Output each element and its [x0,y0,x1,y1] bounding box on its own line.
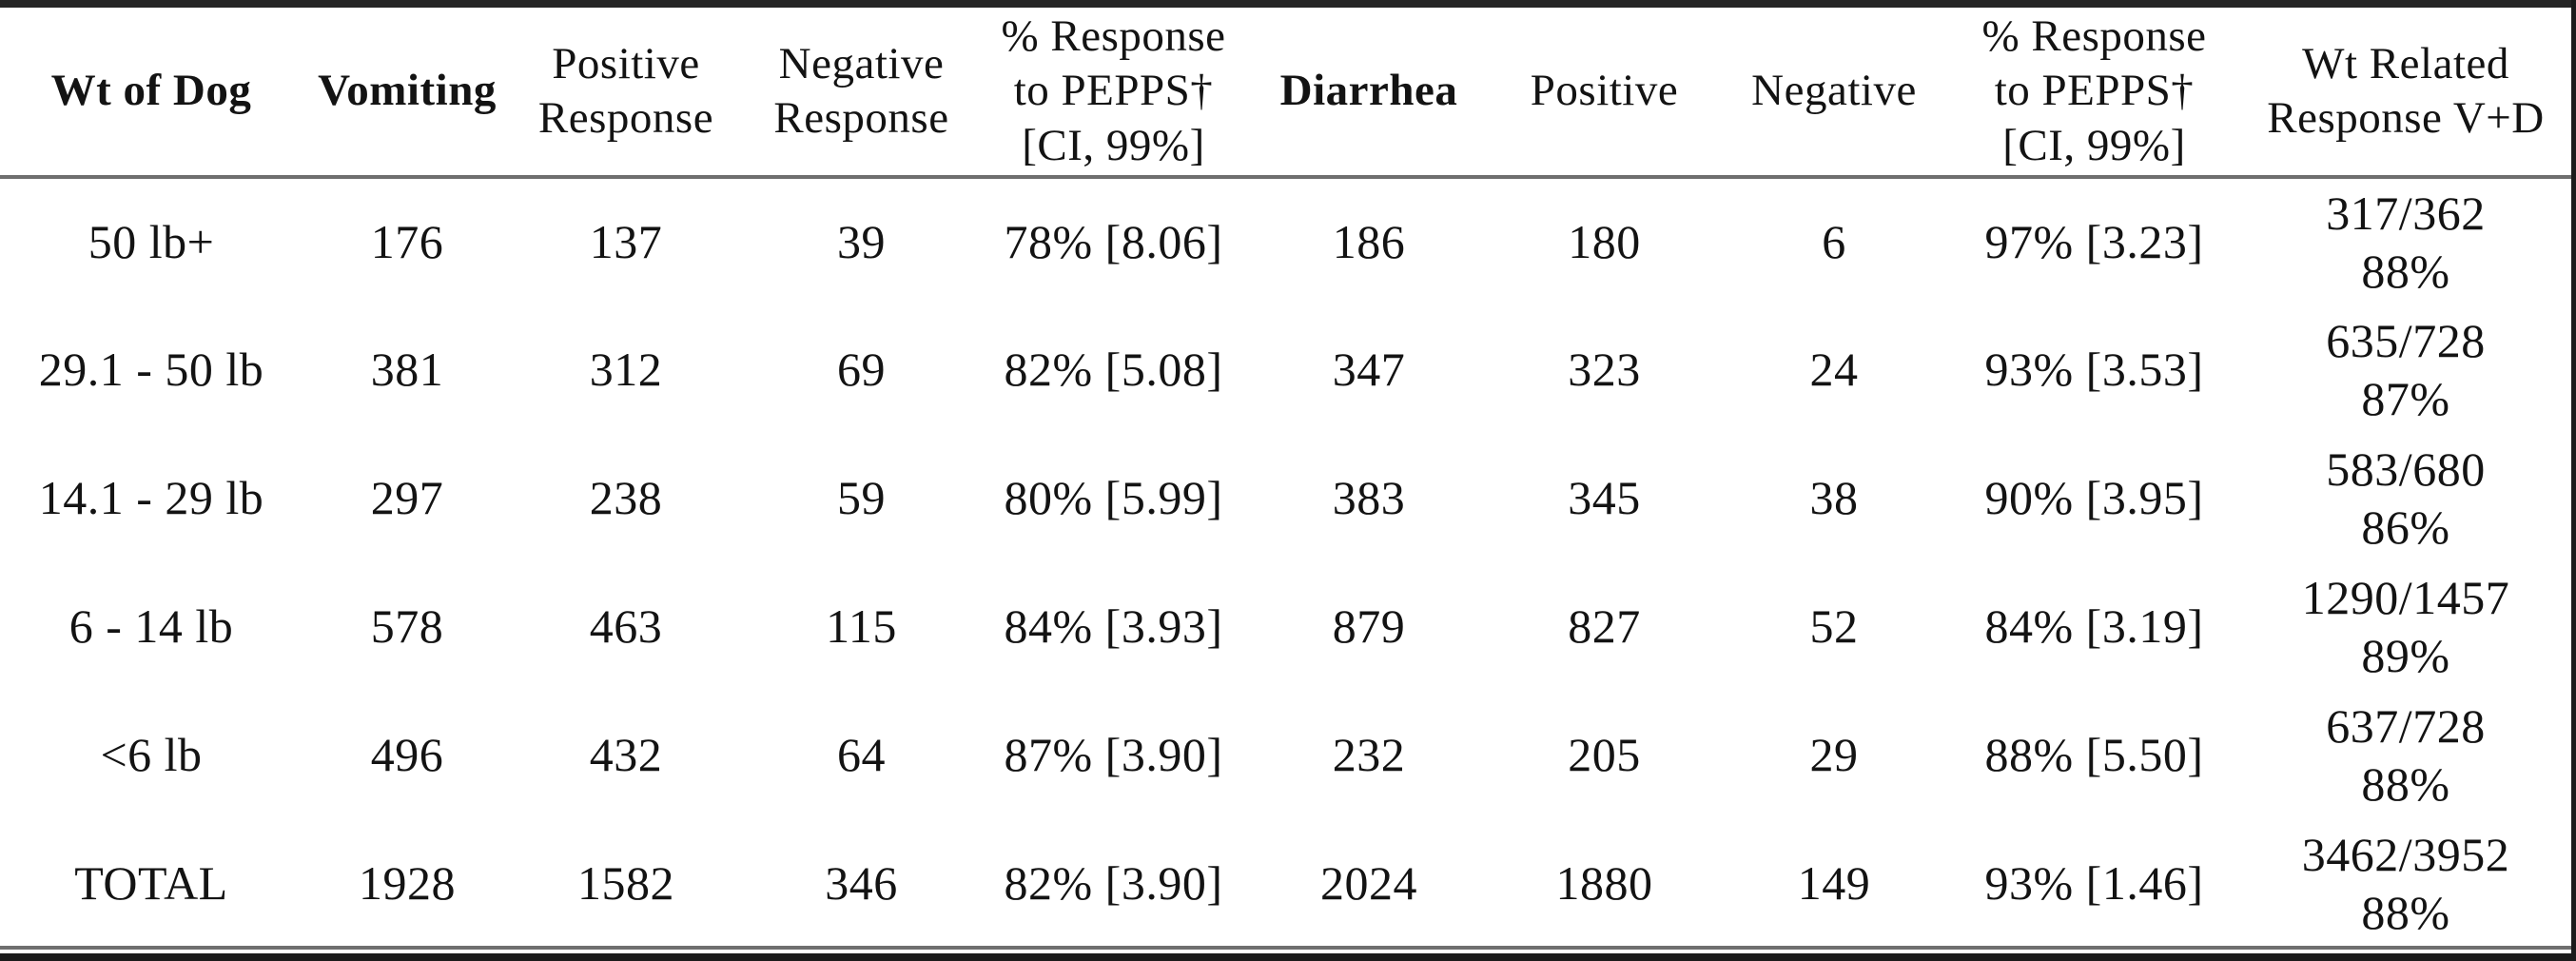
table-cell: 827 [1568,599,1641,653]
table-cell: 93% [1.46] [1984,856,2204,910]
table-cell: 583/680 86% [2326,441,2486,554]
table-cell: 84% [3.19] [1984,599,2204,653]
table-row: 29.1 - 50 lb 381 312 69 82% [5.08] 347 323 24 93… [0,305,2576,434]
column-header-9: % Response to PEPPS† [CI, 99%] [1953,4,2235,179]
column-header-2: Vomiting [302,4,512,179]
table-row: <6 lb 496 432 64 87% [3.90] 232 205 29 88% [5.50… [0,691,2576,819]
table-cell: 38 [1809,471,1859,524]
table-cell: 29 [1809,728,1859,781]
table-cell: 232 [1332,728,1406,781]
table-cell: 496 [370,728,444,781]
table-cell: 64 [837,728,886,781]
column-header-3: Positive Response [512,4,740,179]
table-cell: <6 lb [100,728,203,781]
column-header-5: % Response to PEPPS† [CI, 99%] [983,4,1244,179]
table-cell: 6 [1822,215,1846,268]
table-cell: 346 [825,856,898,910]
table-cell: 149 [1797,856,1871,910]
table-header: Wt of Dog Vomiting Positive Response Negativ… [0,4,2576,179]
table-row: 14.1 - 29 lb 297 238 59 80% [5.99] 383 345 38 90… [0,434,2576,562]
table-row: 6 - 14 lb 578 463 115 84% [3.93] 879 827 52 84% … [0,562,2576,691]
table-cell: 88% [5.50] [1984,728,2204,781]
table-cell: 347 [1332,343,1406,396]
table-cell: 879 [1332,599,1406,653]
table-cell: 115 [826,599,897,653]
table-cell: 52 [1809,599,1859,653]
table-cell: 78% [8.06] [1004,215,1223,268]
table-cell: 1582 [577,856,674,910]
table-cell: 180 [1568,215,1641,268]
table-cell: 2024 [1320,856,1417,910]
table-cell: 82% [5.08] [1004,343,1223,396]
table-cell: 93% [3.53] [1984,343,2204,396]
table-cell: 345 [1568,471,1641,524]
table-cell: 1290/1457 89% [2301,570,2510,682]
column-header-8: Negative [1715,4,1953,179]
table-cell: 14.1 - 29 lb [38,471,264,524]
column-header-1: Wt of Dog [0,4,302,179]
table-cell: 312 [589,343,663,396]
frame-bottom-edge [0,953,2576,961]
table-cell: TOTAL [74,856,228,910]
table-body: 50 lb+ 176 137 39 78% [8.06] 186 180 6 97% [3.23… [0,177,2576,948]
table-cell: 1880 [1555,856,1653,910]
table-cell: 84% [3.93] [1004,599,1223,653]
table-cell: 635/728 87% [2326,313,2486,425]
table-cell: 578 [370,599,444,653]
header-row: Wt of Dog Vomiting Positive Response Negativ… [0,4,2576,179]
table-cell: 176 [370,215,444,268]
table-row: TOTAL 1928 1582 346 82% [3.90] 2024 1880 149 93%… [0,819,2576,948]
table-cell: 238 [589,471,663,524]
table-cell: 205 [1568,728,1641,781]
table-cell: 637/728 88% [2326,698,2486,811]
column-header-10: Wt Related Response V+D [2235,4,2576,179]
table-cell: 80% [5.99] [1004,471,1223,524]
frame-right-edge [2571,0,2576,961]
table-cell: 383 [1332,471,1406,524]
table-cell: 186 [1332,215,1406,268]
table-cell: 29.1 - 50 lb [38,343,264,396]
table-cell: 1928 [359,856,456,910]
table-cell: 39 [837,215,886,268]
table-cell: 3462/3952 88% [2301,827,2510,939]
table-cell: 297 [370,471,444,524]
table-cell: 317/362 88% [2326,186,2486,298]
table-cell: 69 [837,343,886,396]
table-cell: 432 [589,728,663,781]
table-bottom-rule [0,946,2576,950]
table-cell: 323 [1568,343,1641,396]
table-cell: 381 [370,343,444,396]
table-cell: 87% [3.90] [1004,728,1223,781]
column-header-4: Negative Response [740,4,983,179]
column-header-7: Positive [1493,4,1715,179]
table-cell: 59 [837,471,886,524]
table-cell: 90% [3.95] [1984,471,2204,524]
table-row: 50 lb+ 176 137 39 78% [8.06] 186 180 6 97% [3.23… [0,177,2576,305]
table-cell: 6 - 14 lb [68,599,234,653]
table-cell: 97% [3.23] [1984,215,2204,268]
table-cell: 137 [589,215,663,268]
table-cell: 463 [589,599,663,653]
table-cell: 24 [1809,343,1859,396]
table-cell: 50 lb+ [88,215,215,268]
table-cell: 82% [3.90] [1004,856,1223,910]
column-header-6: Diarrhea [1244,4,1493,179]
